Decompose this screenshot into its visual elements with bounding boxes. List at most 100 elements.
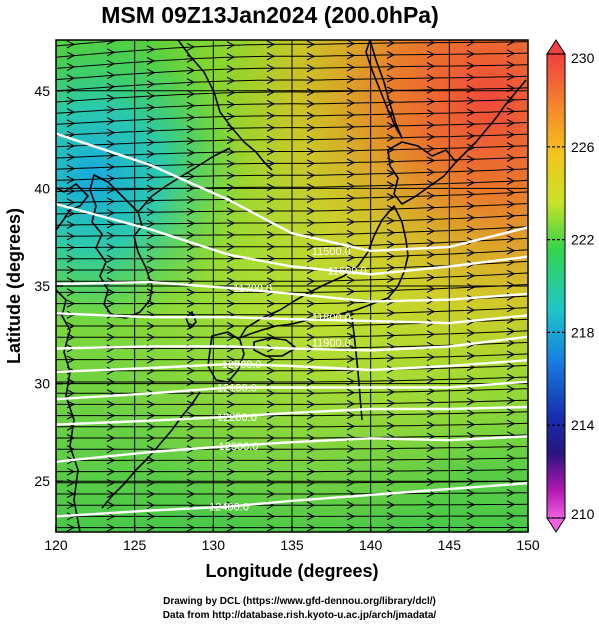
wind-arrowhead — [386, 455, 396, 464]
wind-arrowhead — [386, 286, 396, 295]
wind-arrowhead — [506, 396, 516, 405]
wind-arrowhead — [66, 400, 76, 409]
streamline — [56, 191, 528, 204]
wind-arrowhead — [106, 254, 116, 263]
colorbar-gradient — [546, 53, 566, 519]
wind-arrowhead — [146, 173, 156, 182]
wind-arrowhead — [106, 355, 116, 364]
wind-arrowhead — [426, 50, 436, 59]
wind-arrowhead — [506, 338, 516, 347]
wind-arrowhead — [426, 353, 436, 362]
wind-arrowhead — [186, 467, 196, 476]
wind-arrowhead — [346, 122, 356, 131]
wind-arrowhead — [466, 477, 476, 486]
wind-arrowhead — [346, 158, 356, 167]
colorbar-tick-label: 222 — [571, 232, 595, 248]
wind-arrowhead — [226, 378, 236, 386]
wind-arrowhead — [266, 299, 276, 308]
wind-arrowhead — [346, 478, 356, 487]
wind-arrowhead — [466, 190, 476, 199]
wind-arrowhead — [226, 183, 236, 192]
wind-arrowhead — [106, 411, 116, 420]
wind-arrowhead — [346, 63, 356, 72]
wind-arrowhead — [426, 62, 436, 71]
wind-arrowhead — [386, 308, 396, 317]
wind-arrowhead — [386, 86, 396, 95]
streamline — [56, 168, 528, 181]
wind-arrowhead — [106, 105, 116, 114]
wind-arrowhead — [306, 99, 316, 108]
contour-label: 11600.0 — [328, 265, 367, 277]
wind-arrowhead — [466, 454, 476, 463]
wind-arrowhead — [146, 68, 156, 77]
wind-arrowhead — [66, 467, 76, 476]
streamline — [56, 145, 528, 159]
wind-arrowhead — [146, 184, 156, 193]
wind-arrowhead — [66, 378, 76, 386]
wind-arrowhead — [146, 115, 156, 124]
wind-arrowhead — [386, 263, 396, 272]
wind-arrowhead — [146, 288, 156, 297]
wind-arrowhead — [386, 240, 396, 249]
wind-arrowhead — [506, 142, 516, 151]
wind-arrowhead — [106, 151, 116, 160]
wind-arrowhead — [266, 242, 276, 251]
wind-arrowhead — [226, 64, 236, 73]
wind-arrowhead — [306, 277, 316, 286]
wind-arrowhead — [466, 271, 476, 280]
height-contour — [56, 405, 528, 426]
wind-arrowhead — [146, 478, 156, 487]
wind-arrowhead — [226, 254, 236, 263]
wind-arrowhead — [306, 422, 316, 431]
wind-arrowhead — [346, 194, 356, 203]
wind-arrowhead — [106, 400, 116, 409]
wind-arrowhead — [66, 322, 76, 330]
wind-arrowhead — [226, 277, 236, 286]
wind-arrowhead — [226, 490, 236, 498]
wind-arrowhead — [226, 112, 236, 121]
wind-arrowhead — [226, 478, 236, 487]
wind-arrowhead — [466, 155, 476, 164]
wind-arrowhead — [386, 181, 396, 190]
wind-arrowhead — [266, 99, 276, 108]
streamline — [56, 110, 528, 125]
wind-arrowhead — [426, 455, 436, 464]
wind-arrowhead — [346, 456, 356, 465]
colorbar-tick-label: 214 — [571, 417, 595, 433]
streamline — [56, 41, 528, 58]
wind-arrowhead — [146, 322, 156, 330]
streamline — [56, 203, 528, 215]
wind-arrowhead — [466, 143, 476, 152]
streamline — [56, 503, 528, 506]
colorbar-tick-label: 210 — [571, 506, 595, 522]
wind-arrowhead — [66, 62, 76, 71]
wind-arrowhead — [346, 501, 356, 510]
streamline — [56, 515, 528, 517]
wind-arrowhead — [146, 150, 156, 159]
wind-arrowhead — [306, 411, 316, 420]
y-tick-label: 45 — [34, 83, 50, 99]
wind-arrowhead — [426, 273, 436, 282]
wind-arrowhead — [146, 378, 156, 386]
wind-arrowhead — [426, 409, 436, 418]
wind-arrowhead — [506, 269, 516, 278]
wind-arrowhead — [386, 421, 396, 430]
wind-arrowhead — [427, 27, 434, 34]
wind-arrowhead — [66, 164, 76, 173]
wind-arrowhead — [266, 123, 276, 132]
wind-arrowhead — [226, 88, 236, 97]
height-contour — [56, 202, 528, 276]
wind-arrowhead — [506, 523, 516, 532]
wind-arrowhead — [466, 397, 476, 406]
height-contour — [56, 435, 528, 463]
streamline — [56, 492, 528, 495]
wind-arrowhead — [146, 490, 156, 498]
wind-arrowhead — [106, 94, 116, 103]
wind-arrowhead — [306, 456, 316, 465]
wind-arrowhead — [186, 231, 196, 240]
wind-arrowhead — [226, 512, 236, 521]
streamline — [56, 237, 528, 249]
wind-arrowhead — [506, 419, 516, 428]
wind-arrowhead — [186, 42, 196, 51]
streamline — [56, 469, 528, 473]
